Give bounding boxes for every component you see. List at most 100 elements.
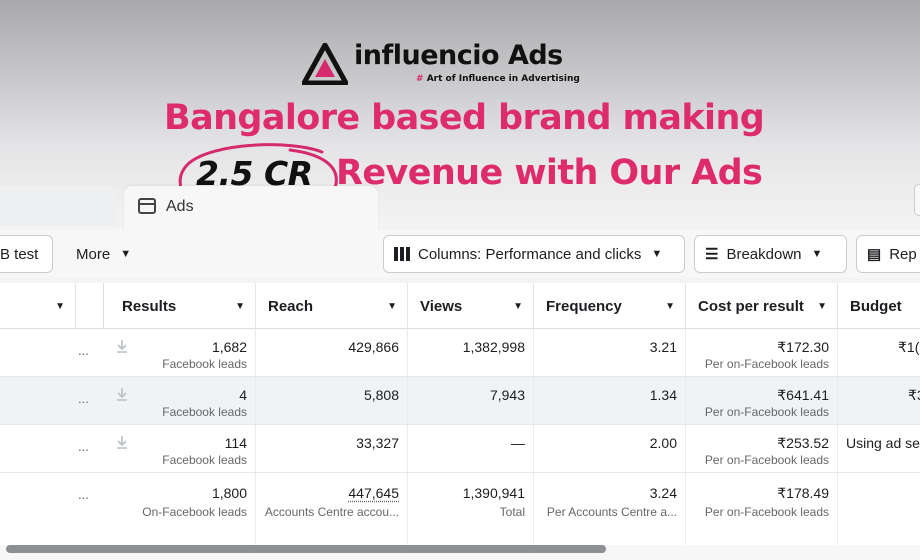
chevron-down-icon: ▼ bbox=[120, 248, 131, 260]
total-reach-type: Accounts Centre accou... bbox=[265, 505, 399, 519]
column-header-label: Reach bbox=[268, 298, 313, 315]
column-header-frequency[interactable]: Frequency ▼ bbox=[534, 283, 686, 329]
reports-button[interactable]: ▤ Rep bbox=[856, 235, 920, 273]
cell-cost-per-result: ₹641.41 Per on-Facebook leads bbox=[686, 377, 838, 424]
frequency-value: 2.00 bbox=[650, 435, 677, 451]
results-value: 114 bbox=[225, 435, 247, 451]
cell-frequency: 1.34 bbox=[534, 377, 686, 424]
column-header-label: Frequency bbox=[546, 298, 622, 315]
reach-value: 5,808 bbox=[364, 387, 399, 403]
horizontal-scrollbar[interactable] bbox=[0, 545, 920, 560]
column-header-label: Cost per result bbox=[698, 298, 804, 315]
results-value: 4 bbox=[239, 387, 247, 403]
total-views: 1,390,941 Total bbox=[408, 473, 534, 545]
brand-tagline: # Art of Influence in Advertising bbox=[416, 74, 580, 84]
total-frequency: 3.24 Per Accounts Centre a... bbox=[534, 473, 686, 545]
results-type: Facebook leads bbox=[162, 453, 247, 467]
download-icon bbox=[116, 387, 128, 401]
cost-type: Per on-Facebook leads bbox=[705, 405, 829, 419]
cell-results: 1,682 Facebook leads bbox=[104, 329, 256, 376]
column-header-reach[interactable]: Reach ▼ bbox=[256, 283, 408, 329]
column-header-label: Results bbox=[122, 298, 176, 315]
results-type: Facebook leads bbox=[162, 357, 247, 371]
sort-caret-icon: ▼ bbox=[235, 301, 245, 312]
cell-reach: 429,866 bbox=[256, 329, 408, 376]
tagline-hash: # bbox=[416, 74, 424, 84]
scrollbar-thumb[interactable] bbox=[6, 545, 606, 553]
download-icon bbox=[116, 435, 128, 449]
column-header-results[interactable]: Results ▼ bbox=[104, 283, 256, 329]
sort-caret-icon: ▼ bbox=[513, 301, 523, 312]
total-cost-type: Per on-Facebook leads bbox=[705, 505, 829, 519]
download-icon bbox=[116, 339, 128, 353]
budget-value: ₹1( bbox=[898, 339, 919, 356]
cell-cost-per-result: ₹172.30 Per on-Facebook leads bbox=[686, 329, 838, 376]
cell-frequency: 2.00 bbox=[534, 425, 686, 472]
cell-views: 7,943 bbox=[408, 377, 534, 424]
cell-cost-per-result: ₹253.52 Per on-Facebook leads bbox=[686, 425, 838, 472]
total-views-value: 1,390,941 bbox=[463, 485, 525, 501]
tab-ads[interactable]: Ads bbox=[124, 186, 378, 230]
sort-caret-icon: ▼ bbox=[817, 301, 827, 312]
total-results-value: 1,800 bbox=[212, 485, 247, 501]
cost-value: ₹172.30 bbox=[777, 339, 829, 356]
breakdown-button[interactable]: ☰ Breakdown ▼ bbox=[694, 235, 847, 273]
ellipsis-icon: ... bbox=[78, 487, 89, 502]
toolbar: B test More ▼ Columns: Performance and c… bbox=[0, 230, 920, 278]
brand-logo-icon bbox=[302, 43, 348, 85]
total-frequency-type: Per Accounts Centre a... bbox=[547, 505, 677, 519]
cell-results: 114 Facebook leads bbox=[104, 425, 256, 472]
more-label: More bbox=[76, 246, 110, 263]
cost-value: ₹641.41 bbox=[777, 387, 829, 404]
columns-label: Columns: Performance and clicks bbox=[418, 246, 641, 263]
views-value: 7,943 bbox=[490, 387, 525, 403]
cost-type: Per on-Facebook leads bbox=[705, 357, 829, 371]
views-value: — bbox=[511, 435, 525, 451]
cell-budget: ₹1( bbox=[838, 329, 920, 376]
cell-reach: 33,327 bbox=[256, 425, 408, 472]
sort-caret-icon: ▼ bbox=[665, 301, 675, 312]
total-results-type: On-Facebook leads bbox=[142, 505, 247, 519]
ads-window-icon bbox=[138, 198, 156, 214]
views-value: 1,382,998 bbox=[463, 339, 525, 355]
headline-line-2: Revenue with Our Ads bbox=[336, 153, 762, 193]
cell-views: 1,382,998 bbox=[408, 329, 534, 376]
reports-icon: ▤ bbox=[867, 245, 881, 263]
table-row[interactable]: ... 4 Facebook leads 5,808 7,943 1.34 ₹6… bbox=[0, 377, 920, 425]
total-frequency-value: 3.24 bbox=[650, 485, 677, 501]
budget-value: ₹3 bbox=[908, 387, 920, 404]
table-row[interactable]: ... 1,682 Facebook leads 429,866 1,382,9… bbox=[0, 329, 920, 377]
reach-value: 33,327 bbox=[356, 435, 399, 451]
panel-toggle[interactable] bbox=[914, 184, 920, 216]
columns-button[interactable]: Columns: Performance and clicks ▼ bbox=[383, 235, 685, 273]
sort-caret-icon: ▼ bbox=[55, 301, 65, 312]
cell-budget: ₹3 bbox=[838, 377, 920, 424]
column-header-label: Views bbox=[420, 298, 462, 315]
column-header-cost-per-result[interactable]: Cost per result ▼ bbox=[686, 283, 838, 329]
tab-ads-label: Ads bbox=[166, 198, 194, 216]
cell-views: — bbox=[408, 425, 534, 472]
column-header-name[interactable]: ▼ bbox=[0, 283, 76, 329]
cell-reach: 5,808 bbox=[256, 377, 408, 424]
tab-campaigns[interactable] bbox=[0, 186, 116, 226]
frequency-value: 1.34 bbox=[650, 387, 677, 403]
results-type: Facebook leads bbox=[162, 405, 247, 419]
headline-line-1: Bangalore based brand making bbox=[164, 98, 764, 138]
table-row[interactable]: ... 114 Facebook leads 33,327 — 2.00 ₹25… bbox=[0, 425, 920, 473]
ads-table: ▼ Results ▼ Reach ▼ Views ▼ Frequency ▼ … bbox=[0, 283, 920, 545]
total-results: 1,800 On-Facebook leads bbox=[104, 473, 256, 545]
ellipsis-icon: ... bbox=[78, 391, 89, 406]
column-header-views[interactable]: Views ▼ bbox=[408, 283, 534, 329]
brand-name: influencio Ads bbox=[354, 40, 563, 71]
breakdown-label: Breakdown bbox=[726, 246, 801, 263]
column-header-budget[interactable]: Budget bbox=[838, 283, 920, 329]
cell-budget: Using ad se bbox=[838, 425, 920, 472]
ab-test-button[interactable]: B test bbox=[0, 235, 53, 273]
table-header: ▼ Results ▼ Reach ▼ Views ▼ Frequency ▼ … bbox=[0, 283, 920, 329]
total-cost-value: ₹178.49 bbox=[777, 485, 829, 502]
total-reach-value[interactable]: 447,645 bbox=[348, 485, 399, 501]
ellipsis-icon: ... bbox=[78, 343, 89, 358]
total-cost-per-result: ₹178.49 Per on-Facebook leads bbox=[686, 473, 838, 545]
more-button[interactable]: More ▼ bbox=[66, 235, 141, 273]
results-value: 1,682 bbox=[212, 339, 247, 355]
